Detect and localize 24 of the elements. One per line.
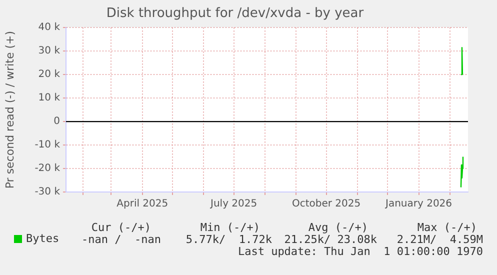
text: -nan / -nan xyxy=(82,232,161,246)
y-tick-label: 20 k xyxy=(38,69,60,80)
chart-title: Disk throughput for /dev/xvda - by year xyxy=(106,6,364,22)
text: Cur (-/+) xyxy=(91,220,151,234)
text: Max (-/+) xyxy=(417,220,477,234)
x-tick-label: July 2025 xyxy=(210,198,258,210)
text: Min (-/+) xyxy=(200,220,260,234)
x-tick-label: January 2026 xyxy=(384,198,452,210)
x-tick-label: April 2025 xyxy=(116,198,168,210)
y-tick-label: -10 k xyxy=(34,140,60,151)
text: 5.77k/ 1.72k xyxy=(186,232,272,246)
y-tick-label: 30 k xyxy=(38,46,60,57)
legend-label: Bytes xyxy=(26,232,60,245)
y-tick-label: 10 k xyxy=(38,92,60,104)
x-tick-label: October 2025 xyxy=(292,198,361,210)
y-tick-label: -20 k xyxy=(34,163,60,174)
text: Last update: Thu Jan 1 01:00:00 1970 xyxy=(238,244,483,258)
text: Avg (-/+) xyxy=(308,220,368,234)
y-axis-title: Pr second read (-) / write (+) xyxy=(3,30,16,189)
y-tick-label: -30 k xyxy=(34,186,60,198)
text: 2.21M/ 4.59M xyxy=(396,232,484,246)
text: 21.25k/ 23.08k xyxy=(284,232,378,246)
y-tick-label: 40 k xyxy=(38,22,60,34)
y-tick-label: 0 xyxy=(54,116,60,128)
